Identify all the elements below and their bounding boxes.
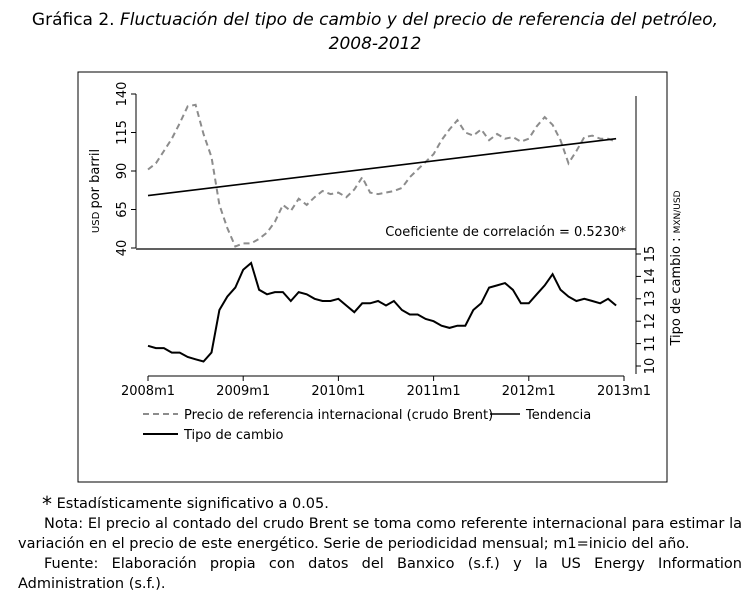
bottom-y-tick-label: 15 xyxy=(643,246,658,263)
brent-price-line xyxy=(147,103,617,248)
legend-label-exchange: Tipo de cambio xyxy=(183,428,284,443)
top-y-axis-label: USD por barril xyxy=(88,149,103,233)
chart-figure: 40 65 90 115 140 USD por barril 10 11 12 13 14 15 Ti… xyxy=(77,71,684,483)
bottom-y-tick-label: 11 xyxy=(643,335,658,352)
chart-notes: * Estadísticamente significativo a 0.05.… xyxy=(18,494,742,594)
chart-title-prefix: Gráfica 2. xyxy=(31,10,115,30)
correlation-annotation: Coeficiente de correlación = 0.5230* xyxy=(385,225,626,240)
bottom-y-tick-label: 12 xyxy=(643,313,658,330)
bottom-y-tick-label: 14 xyxy=(643,268,658,285)
bottom-y-axis-label: Tipo de cambio : MXN/USD xyxy=(669,190,684,346)
chart-frame xyxy=(77,71,668,483)
x-tick-label: 2013m1 xyxy=(597,384,651,399)
x-tick-label: 2010m1 xyxy=(311,384,365,399)
top-y-tick-label: 115 xyxy=(115,120,130,145)
x-tick-label: 2008m1 xyxy=(121,384,175,399)
bottom-y-tick-label: 13 xyxy=(643,291,658,308)
legend-label-brent: Precio de referencia internacional (crud… xyxy=(184,408,493,423)
top-y-tick-label: 65 xyxy=(115,201,130,218)
significance-note: Estadísticamente significativo a 0.05. xyxy=(56,496,329,512)
x-tick-label: 2009m1 xyxy=(216,384,270,399)
nota-text: Nota: El precio al contado del crudo Bre… xyxy=(18,516,742,552)
legend-label-trend: Tendencia xyxy=(525,408,591,423)
bottom-y-tick-label: 10 xyxy=(643,358,658,375)
top-y-tick-label: 140 xyxy=(115,82,130,107)
chart-title: Gráfica 2. Fluctuación del tipo de cambi… xyxy=(0,8,750,56)
significance-star: * xyxy=(42,492,52,516)
exchange-rate-line xyxy=(147,261,617,363)
top-y-tick-label: 40 xyxy=(115,240,130,257)
top-y-tick-label: 90 xyxy=(115,163,130,180)
fuente-text: Fuente: Elaboración propia con datos del… xyxy=(18,556,742,592)
x-tick-label: 2011m1 xyxy=(407,384,461,399)
x-tick-label: 2012m1 xyxy=(502,384,556,399)
trend-line xyxy=(147,137,617,197)
chart-title-line2: 2008-2012 xyxy=(328,34,422,54)
chart-title-line1: Fluctuación del tipo de cambio y del pre… xyxy=(120,10,719,30)
